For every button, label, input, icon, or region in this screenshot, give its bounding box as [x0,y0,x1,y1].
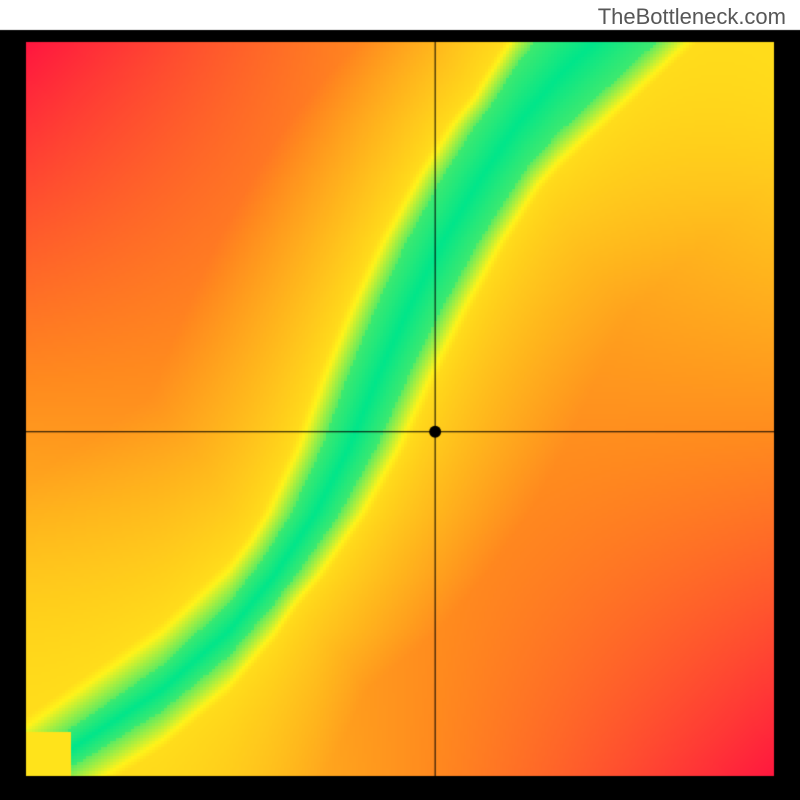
chart-container: TheBottleneck.com [0,0,800,800]
heatmap-canvas [0,0,800,800]
watermark-text: TheBottleneck.com [598,4,786,30]
